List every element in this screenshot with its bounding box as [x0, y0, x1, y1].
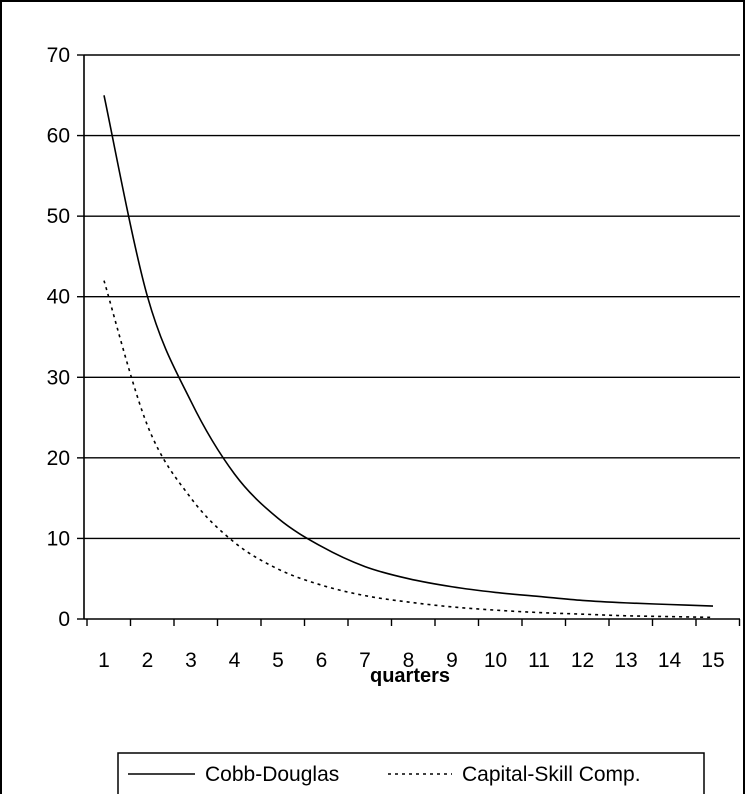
x-tick-label-1: 1 [98, 649, 110, 672]
x-tick-label-15: 15 [701, 649, 724, 672]
x-tick-label-2: 2 [142, 649, 154, 672]
gridlines [84, 54, 740, 540]
x-tick-label-5: 5 [272, 649, 284, 672]
axes [77, 54, 741, 626]
legend-label-cobb-douglas: Cobb-Douglas [205, 763, 339, 786]
x-tick-label-4: 4 [229, 649, 241, 672]
x-tick-label-3: 3 [185, 649, 197, 672]
legend-label-capital-skill: Capital-Skill Comp. [462, 763, 641, 786]
series-line-capital-skill-comp [103, 280, 714, 619]
y-tick-label-20: 20 [47, 447, 70, 470]
x-tick-label-6: 6 [316, 649, 328, 672]
x-tick-label-10: 10 [484, 649, 507, 672]
y-tick-label-70: 70 [47, 44, 70, 67]
x-tick-label-13: 13 [614, 649, 637, 672]
x-tick-label-8: 8 [403, 649, 415, 672]
y-tick-label-50: 50 [47, 205, 70, 228]
legend: Cobb-Douglas Capital-Skill Comp. [117, 752, 705, 794]
y-tick-label-10: 10 [47, 527, 70, 550]
x-axis-title: quarters [370, 665, 450, 687]
x-tick-label-11: 11 [528, 649, 550, 672]
series-lines [103, 95, 714, 619]
series-line-cobb-douglas [103, 95, 714, 607]
x-tick-label-9: 9 [446, 649, 458, 672]
x-tick-label-7: 7 [359, 649, 371, 672]
x-tick-label-12: 12 [571, 649, 594, 672]
y-tick-label-30: 30 [47, 366, 70, 389]
y-tick-label-60: 60 [47, 125, 70, 148]
y-tick-label-40: 40 [47, 286, 70, 309]
y-tick-label-0: 0 [58, 608, 70, 631]
x-tick-label-14: 14 [658, 649, 682, 672]
